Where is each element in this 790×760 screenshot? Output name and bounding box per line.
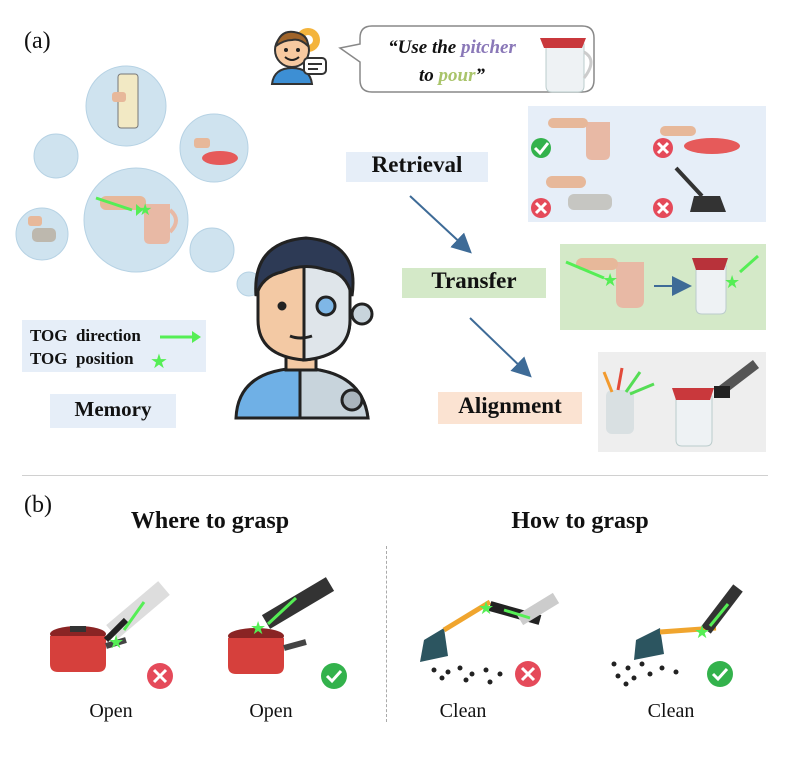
cross-icon bbox=[520, 666, 536, 682]
section-divider bbox=[22, 475, 768, 476]
svg-text:★: ★ bbox=[250, 618, 266, 639]
svg-text:★: ★ bbox=[602, 270, 618, 291]
example-pot-correct: ★ bbox=[228, 577, 347, 689]
transfer-label: Transfer bbox=[431, 268, 517, 293]
svg-text:★: ★ bbox=[478, 598, 494, 619]
check-icon bbox=[325, 669, 343, 684]
check-icon bbox=[531, 138, 551, 158]
instruction-object: pitcher bbox=[460, 37, 516, 58]
star-icon: ★ bbox=[150, 349, 168, 373]
legend-position-label: TOG position bbox=[30, 349, 134, 368]
alignment-bg bbox=[438, 392, 582, 424]
memory-label: Memory bbox=[74, 397, 152, 421]
how-to-grasp-title: How to grasp bbox=[511, 508, 649, 534]
where-to-grasp-title: Where to grasp bbox=[130, 508, 290, 534]
example-1-task: Open bbox=[89, 700, 133, 722]
instruction-part1: “Use the bbox=[388, 37, 461, 58]
tog-legend bbox=[22, 320, 206, 372]
instruction-part2: to bbox=[419, 65, 439, 86]
cross-icon bbox=[653, 138, 673, 158]
example-3-task: Clean bbox=[439, 700, 487, 722]
example-2-task: Open bbox=[249, 700, 293, 722]
alignment-label: Alignment bbox=[458, 393, 562, 418]
example-brush-wrong: ★ bbox=[420, 592, 560, 687]
panel-b-label: (b) bbox=[24, 492, 52, 518]
example-pot-wrong: ★ bbox=[50, 581, 173, 689]
legend-direction-label: TOG direction bbox=[30, 326, 141, 345]
svg-text:★: ★ bbox=[724, 272, 740, 293]
retrieval-label: Retrieval bbox=[371, 152, 463, 177]
panel-a-label: (a) bbox=[24, 28, 51, 54]
cross-icon bbox=[531, 198, 551, 218]
svg-text:★: ★ bbox=[108, 632, 124, 653]
cross-icon bbox=[152, 668, 168, 684]
example-brush-correct: ★ bbox=[611, 584, 743, 687]
svg-text:★: ★ bbox=[138, 200, 152, 219]
transfer-bg bbox=[402, 268, 546, 298]
check-icon bbox=[711, 667, 729, 682]
instruction-task: pour bbox=[438, 65, 476, 86]
svg-text:★: ★ bbox=[694, 622, 710, 643]
memory-label-bg bbox=[50, 394, 176, 428]
instruction-text: “Use the pitcher to pour” bbox=[372, 34, 532, 90]
vertical-divider bbox=[386, 546, 387, 722]
example-4-task: Clean bbox=[647, 700, 695, 722]
instruction-part3: ” bbox=[475, 65, 486, 86]
cross-icon bbox=[653, 198, 673, 218]
retrieval-bg bbox=[346, 152, 488, 182]
